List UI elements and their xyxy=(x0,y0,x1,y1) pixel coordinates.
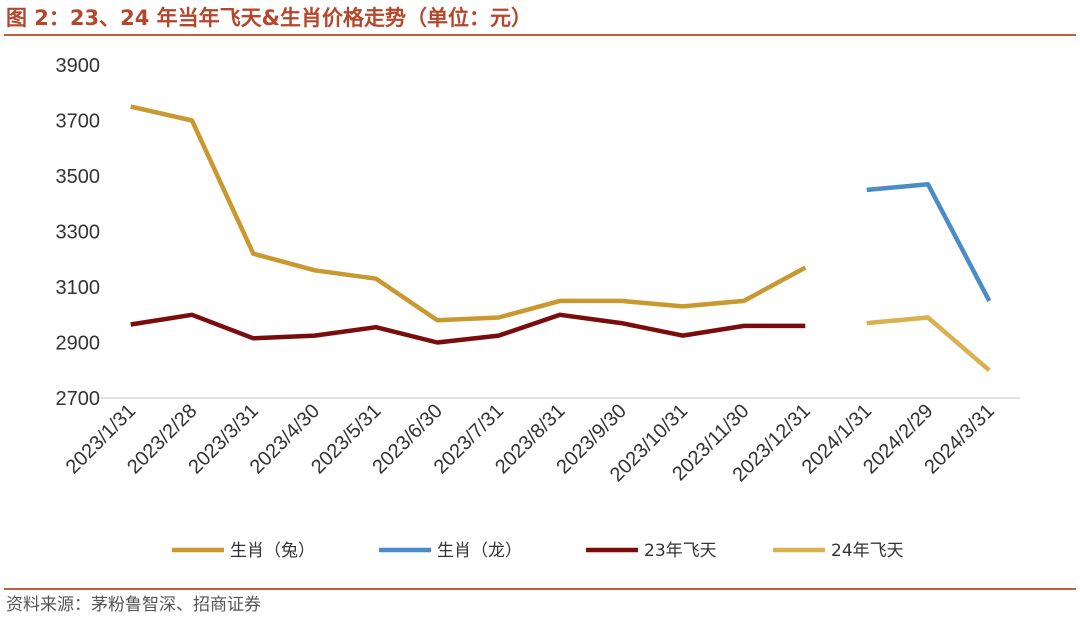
x-axis: 2023/1/312023/2/282023/3/312023/4/302023… xyxy=(62,400,999,486)
legend-label: 生肖（龙） xyxy=(437,541,522,561)
source-note: 资料来源：茅粉鲁智深、招商证券 xyxy=(6,595,261,615)
legend: 生肖（兔） 生肖（龙） 23年飞天 24年飞天 xyxy=(172,541,904,561)
y-tick-label: 3100 xyxy=(56,277,101,299)
y-tick-label: 3500 xyxy=(56,166,101,188)
legend-label: 生肖（兔） xyxy=(230,541,315,561)
y-tick-label: 3300 xyxy=(56,222,101,244)
title-divider xyxy=(4,34,1076,36)
series-line-1 xyxy=(130,104,807,323)
legend-label: 24年飞天 xyxy=(831,541,904,561)
chart-title: 图 2：23、24 年当年飞天&生肖价格走势（单位：元） xyxy=(6,6,532,30)
series-lines xyxy=(130,104,992,373)
y-tick-label: 2700 xyxy=(56,388,101,410)
y-tick-label: 2900 xyxy=(56,333,101,355)
series-line-3 xyxy=(130,312,806,345)
line-chart: 2700 2900 3100 3300 3500 3700 3900 2023/1/3120… xyxy=(56,55,1020,561)
y-tick-label: 3700 xyxy=(56,111,101,133)
y-axis: 2700 2900 3100 3300 3500 3700 3900 xyxy=(56,55,101,410)
footer-divider xyxy=(4,588,1076,590)
series-line-4 xyxy=(866,315,991,373)
legend-label: 23年飞天 xyxy=(644,541,717,561)
series-line-2 xyxy=(866,182,992,302)
y-tick-label: 3900 xyxy=(56,55,101,77)
